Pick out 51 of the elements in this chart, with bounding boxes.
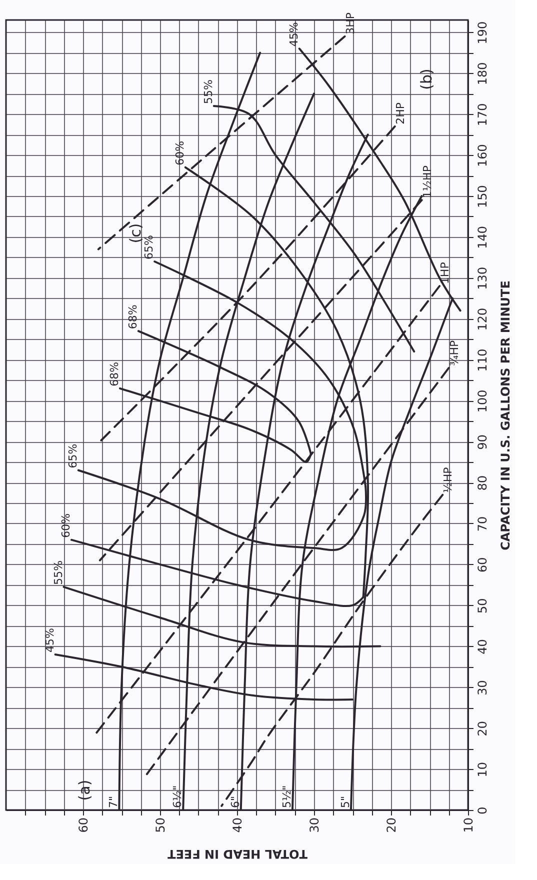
x-tick-label: 40 (230, 818, 244, 833)
text: 1HP (438, 262, 452, 284)
text: 60% (173, 140, 186, 166)
y-tick-label: 90 (476, 434, 490, 450)
text: 65% (66, 444, 80, 468)
x-tick-label: 60 (76, 818, 90, 833)
text: 60% (59, 513, 72, 538)
y-tick-label: 130 (476, 266, 490, 290)
y-tick-label: 40 (476, 639, 490, 654)
text: 7" (107, 796, 120, 808)
y-tick-label: 180 (476, 62, 490, 86)
x-axis-title: TOTAL HEAD IN FEET (166, 846, 308, 861)
x-tick-label: 30 (308, 818, 322, 833)
y-tick-label: 100 (476, 390, 490, 413)
y-tick-label: 70 (476, 516, 490, 532)
text: 5" (338, 796, 352, 808)
y-tick-label: 170 (476, 103, 490, 126)
y-tick-label: 60 (476, 557, 490, 573)
text: 45% (287, 22, 300, 47)
y-axis-title: CAPACITY IN U.S. GALLONS PER MINUTE (498, 280, 512, 550)
y-tick-label: 140 (476, 226, 490, 249)
text: 68% (126, 304, 140, 330)
text: 55% (202, 80, 215, 104)
text: ½HP (442, 466, 455, 493)
annotation: (b) (417, 68, 436, 90)
x-tick-label: 10 (462, 818, 476, 833)
y-tick-label: 160 (476, 144, 490, 168)
annotation: (a) (76, 780, 94, 801)
text: 1½HP (420, 165, 434, 198)
y-tick-label: 120 (476, 308, 490, 331)
y-tick-label: 10 (476, 762, 490, 778)
y-tick-label: 110 (476, 348, 490, 372)
y-tick-label: 190 (476, 21, 490, 44)
text: 2HP (394, 102, 407, 124)
x-tick-label: 50 (154, 818, 168, 833)
text: 5½" (280, 785, 294, 808)
text: 6" (228, 796, 242, 808)
y-tick-label: 80 (476, 475, 490, 491)
annotation: (c) (126, 223, 144, 244)
y-tick-label: 150 (476, 185, 490, 208)
text: ¾HP (448, 340, 461, 366)
y-tick-label: 30 (476, 680, 490, 696)
y-tick-label: 20 (476, 720, 490, 736)
y-tick-label: 0 (476, 806, 490, 814)
text: 45% (43, 628, 56, 652)
text: 55% (52, 560, 65, 585)
x-tick-label: 20 (384, 818, 398, 833)
text: 65% (142, 235, 156, 260)
text: 6½" (171, 785, 184, 808)
text: 68% (108, 362, 121, 386)
y-tick-label: 50 (476, 598, 490, 614)
